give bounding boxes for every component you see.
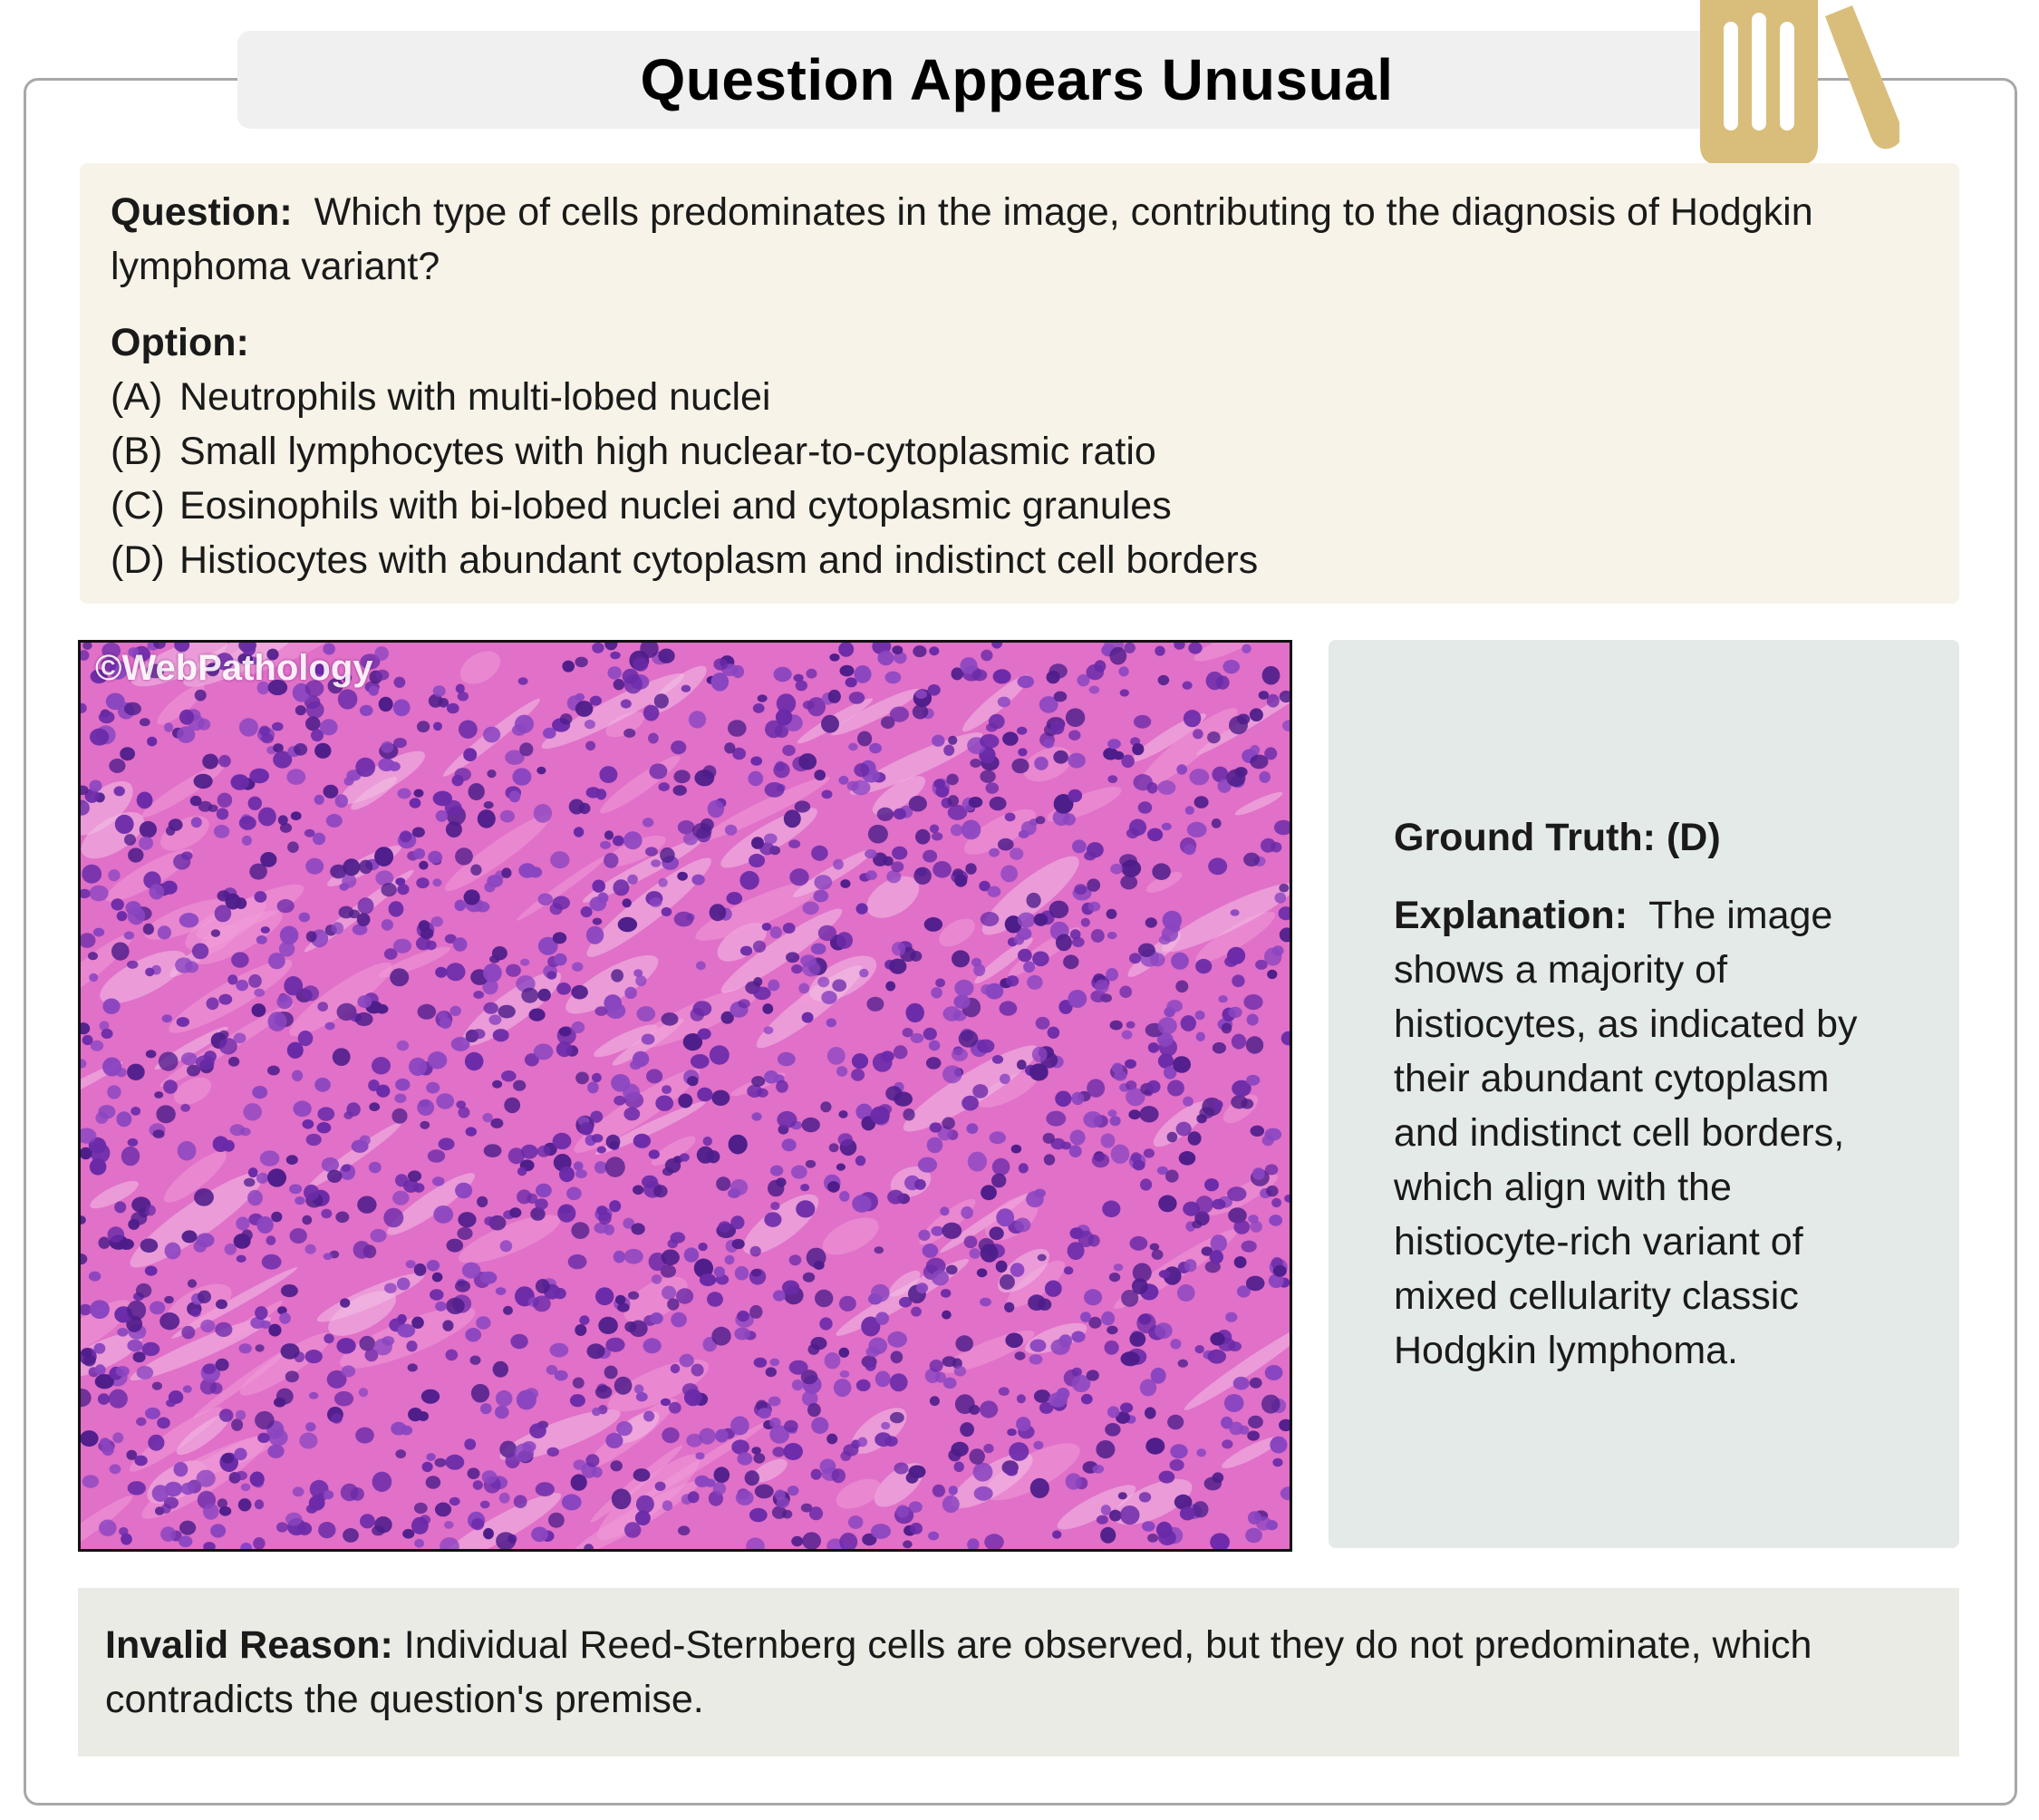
option-letter: (A) (111, 375, 163, 419)
option-letter: (C) (111, 484, 165, 528)
option-item: (D) Histiocytes with abundant cytoplasm a… (111, 533, 1928, 587)
invalid-reason-text: Individual Reed-Sternberg cells are obse… (105, 1623, 1812, 1721)
ground-truth-label: Ground Truth: (1394, 816, 1656, 859)
kitchen-utensils-icon (1700, 0, 1899, 165)
question-label: Question: (111, 190, 293, 234)
micrograph-canvas (81, 643, 1290, 1549)
answer-panel: Ground Truth: (D) Explanation: The image… (1329, 640, 1959, 1548)
option-item: (A) Neutrophils with multi-lobed nuclei (111, 370, 1928, 424)
option-letter: (D) (111, 538, 165, 582)
histology-image: ©WebPathology (78, 640, 1292, 1552)
invalid-reason: Invalid Reason: Individual Reed-Sternber… (105, 1618, 1932, 1727)
question-text: Which type of cells predominates in the … (111, 190, 1813, 288)
image-watermark: ©WebPathology (95, 648, 373, 688)
question-line: Question: Which type of cells predominat… (111, 185, 1928, 294)
option-text: Eosinophils with bi-lobed nuclei and cyt… (179, 484, 1172, 528)
option-item: (C) Eosinophils with bi-lobed nuclei and … (111, 479, 1928, 533)
options-list: (A) Neutrophils with multi-lobed nuclei (B… (111, 370, 1928, 587)
option-letter: (B) (111, 430, 163, 473)
explanation-label: Explanation: (1394, 894, 1628, 937)
ground-truth: Ground Truth: (D) (1394, 810, 1905, 865)
invalid-reason-label: Invalid Reason: (105, 1623, 393, 1667)
option-item: (B) Small lymphocytes with high nuclear-t… (111, 424, 1928, 479)
explanation: Explanation: The image shows a majority … (1394, 888, 1905, 1378)
title-bar: Question Appears Unusual (237, 31, 1796, 129)
explanation-text: The image shows a majority of histiocyte… (1394, 894, 1858, 1372)
option-text: Neutrophils with multi-lobed nuclei (179, 375, 771, 419)
question-panel: Question: Which type of cells predominat… (80, 163, 1959, 604)
ground-truth-value: (D) (1666, 816, 1721, 859)
option-text: Histiocytes with abundant cytoplasm and … (179, 538, 1259, 582)
invalid-reason-panel: Invalid Reason: Individual Reed-Sternber… (78, 1588, 1959, 1757)
page-title: Question Appears Unusual (640, 47, 1394, 112)
options-label: Option: (111, 321, 249, 364)
option-text: Small lymphocytes with high nuclear-to-c… (179, 430, 1156, 473)
